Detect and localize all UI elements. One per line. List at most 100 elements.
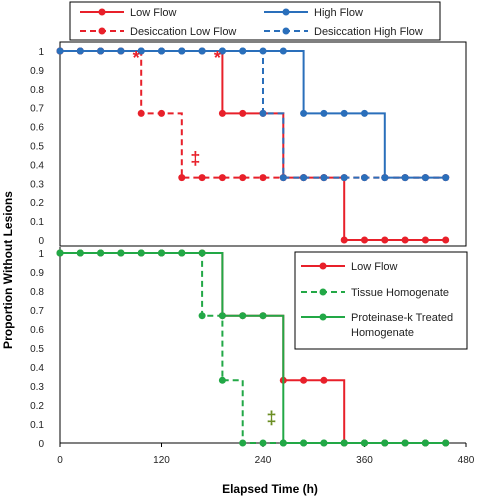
data-point [178, 47, 186, 55]
annotation-mark: ‡ [190, 148, 200, 168]
data-point [401, 236, 409, 244]
y-tick-label: 0.7 [30, 104, 44, 115]
legend: Low Flow Tissue Homogenate Proteinase-k Tr… [294, 251, 468, 350]
legend-marker [319, 288, 327, 296]
data-point [97, 249, 105, 257]
data-point [442, 439, 450, 447]
data-point [381, 174, 389, 182]
data-point [117, 47, 125, 55]
data-point [320, 109, 328, 117]
data-point [401, 174, 409, 182]
data-point [340, 174, 348, 182]
data-point [218, 376, 226, 384]
data-point [421, 439, 429, 447]
data-point [218, 109, 226, 117]
data-point [239, 312, 247, 320]
y-tick-label: 0.1 [30, 217, 44, 228]
series-line [60, 50, 446, 179]
legend: Low Flow High Flow Desiccation Low Flow Des… [69, 1, 441, 41]
annotation-mark: * [133, 48, 140, 68]
legend-label: Proteinase-k Treated [351, 312, 453, 324]
y-tick-label: 0.8 [30, 85, 44, 96]
data-point [279, 439, 287, 447]
y-tick-label: 0.8 [30, 287, 44, 298]
legend-marker [319, 262, 327, 270]
legend-marker [98, 8, 106, 16]
y-tick-label: 0.5 [30, 142, 44, 153]
series-line [60, 50, 446, 241]
y-tick-label: 0 [38, 236, 44, 247]
y-tick-label: 0.4 [30, 363, 44, 374]
data-point [218, 312, 226, 320]
data-point [218, 174, 226, 182]
legend-label: Desiccation High Flow [314, 26, 423, 38]
data-point [300, 439, 308, 447]
data-point [56, 249, 64, 257]
y-tick-label: 0.3 [30, 382, 44, 393]
data-point [300, 174, 308, 182]
data-point [97, 47, 105, 55]
data-point [239, 109, 247, 117]
x-tick-label: 0 [57, 455, 63, 466]
data-point [361, 174, 368, 182]
data-point [279, 174, 287, 182]
data-point [178, 249, 186, 257]
legend-box [69, 1, 441, 41]
y-tick-label: 0.6 [30, 325, 44, 336]
x-tick-label: 360 [356, 455, 373, 466]
legend-label: Homogenate [351, 327, 414, 339]
data-point [198, 249, 206, 257]
legend-marker [282, 27, 290, 35]
data-point [340, 236, 348, 244]
y-tick-label: 1 [38, 47, 44, 58]
x-tick-label: 120 [153, 455, 170, 466]
data-point [158, 109, 165, 117]
data-point [259, 312, 267, 320]
y-axis-label: Proportion Without Lesions [1, 191, 15, 349]
data-point [421, 174, 429, 182]
legend-label: Tissue Homogenate [351, 287, 449, 299]
data-point [320, 439, 328, 447]
top-panel: 0 0.1 0.2 0.3 0.4 0.5 0.6 0.7 0.8 0.9 1 * * ‡ Low Flow… [30, 1, 467, 247]
data-point [421, 236, 429, 244]
data-point [300, 376, 308, 384]
data-point [340, 109, 348, 117]
y-tick-label: 0 [38, 439, 44, 450]
x-axis-label: Elapsed Time (h) [222, 482, 318, 496]
y-tick-label: 0.2 [30, 401, 44, 412]
legend-label: Low Flow [351, 261, 398, 273]
y-tick-label: 0.9 [30, 66, 44, 77]
data-point [178, 174, 186, 182]
plot-frame [59, 41, 467, 247]
bottom-panel: 0 0.1 0.2 0.3 0.4 0.5 0.6 0.7 0.8 0.9 1 0 120 240 360 4… [30, 247, 475, 466]
data-point [158, 249, 165, 257]
data-point [442, 236, 450, 244]
data-point [239, 439, 247, 447]
y-tick-label: 0.4 [30, 160, 44, 171]
x-tick-label: 480 [458, 455, 475, 466]
y-tick-label: 0.9 [30, 268, 44, 279]
data-point [259, 174, 267, 182]
legend-marker [319, 313, 327, 321]
data-point [259, 109, 267, 117]
legend-label: Desiccation Low Flow [130, 26, 236, 38]
y-tick-label: 0.5 [30, 344, 44, 355]
data-point [137, 47, 145, 55]
data-point [340, 439, 348, 447]
data-point [56, 47, 64, 55]
data-point [239, 47, 247, 55]
data-point [117, 249, 125, 257]
y-tick-label: 0.1 [30, 420, 44, 431]
data-point [137, 109, 145, 117]
data-point [320, 376, 328, 384]
series-line [60, 252, 446, 444]
data-point [381, 439, 389, 447]
data-point [381, 236, 389, 244]
data-point [158, 47, 165, 55]
y-tick-label: 1 [38, 249, 44, 260]
annotation-mark: * [214, 48, 221, 68]
legend-marker [282, 8, 290, 16]
data-point [198, 174, 206, 182]
data-point [198, 47, 206, 55]
